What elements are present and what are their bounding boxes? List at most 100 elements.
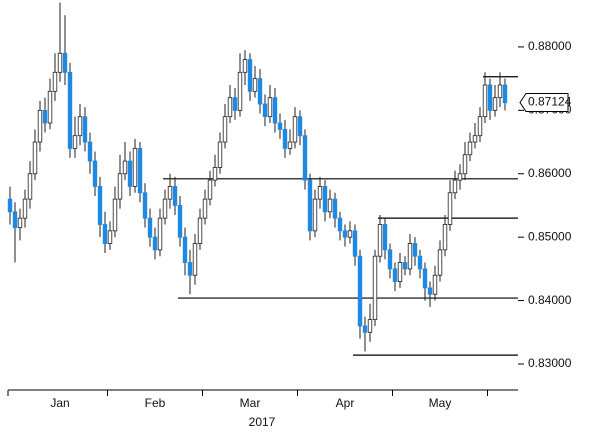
candle-body	[72, 135, 78, 149]
candle-body	[122, 160, 128, 175]
y-tick-label: 0.85000	[528, 229, 572, 243]
candle-body	[437, 249, 443, 276]
candle-body	[107, 230, 113, 244]
candle-body	[302, 135, 308, 181]
x-tick-label: Jan	[50, 396, 69, 410]
candle-body	[257, 78, 263, 105]
candle-body	[132, 147, 138, 187]
candle-body	[112, 198, 118, 232]
candle-body	[312, 198, 318, 232]
candle-body	[387, 249, 393, 270]
candle-body	[242, 59, 248, 73]
candle-body	[317, 186, 323, 200]
candle-body	[7, 198, 13, 213]
candle-body	[162, 198, 168, 219]
candle-body	[282, 128, 288, 149]
candle-body	[462, 154, 468, 175]
candle-body	[357, 255, 363, 327]
candle-body	[17, 217, 23, 229]
candle-body	[492, 97, 498, 111]
candle-body	[42, 109, 48, 124]
candle-body	[152, 236, 158, 251]
candle-body	[472, 135, 478, 143]
candle-body	[227, 97, 233, 118]
candle-body	[407, 243, 413, 270]
y-tick-label: 0.83000	[528, 356, 572, 370]
candle-body	[87, 141, 93, 162]
candle-body	[127, 160, 133, 187]
candle-body	[212, 167, 218, 181]
candle-body	[332, 198, 338, 219]
candle-body	[347, 230, 353, 238]
candle-body	[222, 116, 228, 143]
candle-body	[277, 122, 283, 130]
candle-body	[427, 287, 433, 295]
candle-body	[417, 255, 423, 270]
candle-body	[177, 205, 183, 238]
candle-body	[502, 84, 508, 104]
candle-body	[477, 116, 483, 137]
candle-body	[92, 160, 98, 187]
candle-body	[412, 243, 418, 257]
candle-body	[432, 274, 438, 295]
candle-body	[352, 230, 358, 257]
candle-body	[252, 78, 258, 92]
candle-body	[487, 84, 493, 111]
candle-body	[142, 192, 148, 219]
candle-body	[147, 217, 153, 238]
candle-body	[247, 59, 253, 92]
last-price-label: 0.87124	[528, 95, 572, 109]
candle-body	[97, 186, 103, 225]
candle-body	[372, 255, 378, 321]
candle-body	[12, 211, 18, 229]
y-tick-label: 0.86000	[528, 166, 572, 180]
candle-body	[262, 103, 268, 118]
candle-body	[102, 224, 108, 244]
candle-body	[117, 173, 123, 200]
candle-body	[337, 217, 343, 232]
candle-body	[37, 109, 43, 143]
candle-body	[442, 224, 448, 251]
candle-body	[202, 198, 208, 219]
x-tick-label: May	[429, 396, 452, 410]
candle-body	[82, 116, 88, 143]
candle-body	[207, 179, 213, 200]
candle-body	[452, 179, 458, 194]
y-tick-label: 0.84000	[528, 293, 572, 307]
candle-body	[447, 192, 453, 225]
candle-body	[237, 71, 243, 111]
candle-body	[292, 116, 298, 143]
x-tick-label: Mar	[240, 396, 261, 410]
candle-body	[422, 268, 428, 289]
candle-body	[62, 52, 68, 73]
candle-body	[402, 262, 408, 270]
candle-body	[167, 186, 173, 200]
candle-body	[287, 141, 293, 149]
candle-body	[187, 262, 193, 276]
candle-body	[392, 268, 398, 282]
candle-body	[362, 325, 368, 333]
candle-body	[327, 198, 333, 213]
candle-body	[192, 243, 198, 276]
candle-body	[182, 236, 188, 263]
candle-body	[157, 217, 163, 251]
candle-body	[32, 141, 38, 175]
last-price-box	[519, 92, 569, 112]
candle-body	[57, 52, 63, 73]
candle-body	[27, 173, 33, 200]
candle-body	[457, 173, 463, 181]
candle-body	[22, 198, 28, 219]
candle-body	[467, 141, 473, 156]
candle-body	[47, 90, 53, 124]
candle-body	[497, 84, 503, 99]
y-tick-label: 0.88000	[528, 39, 572, 53]
x-axis-label: 2017	[249, 415, 276, 429]
candle-body	[397, 262, 403, 282]
candle-body	[307, 179, 313, 232]
x-tick-label: Feb	[145, 396, 166, 410]
candle-body	[137, 147, 143, 194]
candle-body	[342, 230, 348, 238]
candle-body	[197, 217, 203, 244]
candle-body	[172, 186, 178, 206]
